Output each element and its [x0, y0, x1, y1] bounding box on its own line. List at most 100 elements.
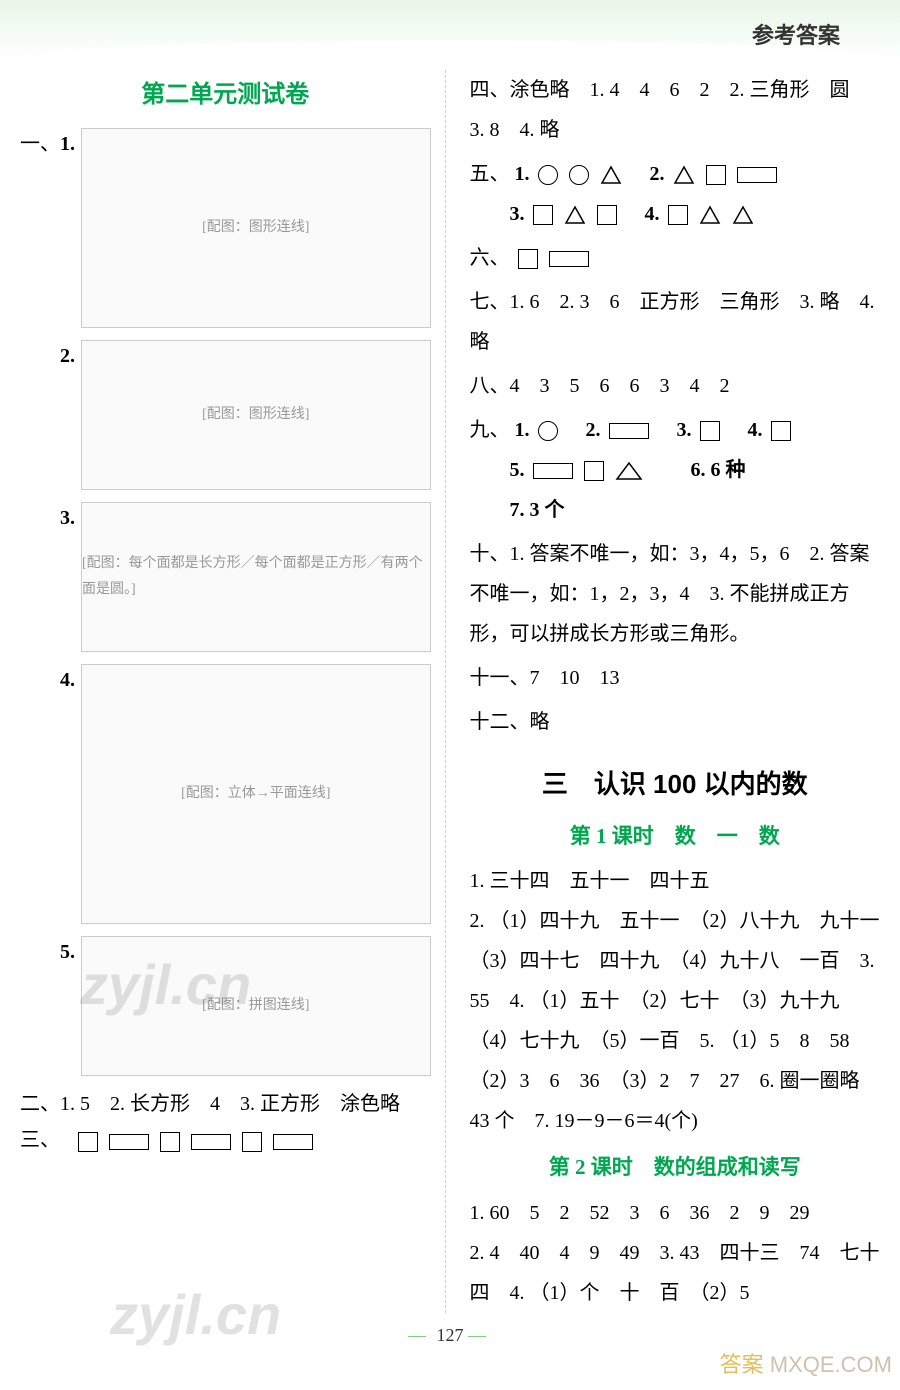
r4-body: 四、涂色略 1. 4 4 6 2 2. 三角形 圆 3. 8 4. 略 [470, 70, 881, 150]
square-icon [771, 421, 791, 441]
rectangle-icon [191, 1134, 231, 1150]
header-label: 参考答案 [752, 18, 840, 53]
triangle-icon [732, 205, 754, 225]
r11: 十一、7 10 13 [470, 658, 881, 698]
q1-2-num: 2. [20, 340, 75, 372]
circle-icon [569, 165, 589, 185]
q1-5-num: 5. [20, 936, 75, 968]
lesson2-body: 1. 60 5 2 52 3 6 36 2 9 292. 4 40 4 9 49… [470, 1193, 881, 1313]
lesson1-body: 1. 三十四 五十一 四十五2. （1）四十九 五十一 （2）八十九 九十一 （… [470, 861, 881, 1141]
q1-num: 一、1. [20, 128, 75, 160]
r5-4: 4. [645, 203, 660, 225]
r7-body: 七、1. 6 2. 3 6 正方形 三角形 3. 略 4. 略 [470, 282, 881, 362]
r8: 八、4 3 5 6 6 3 4 2 [470, 366, 881, 406]
unit-title: 第二单元测试卷 [20, 76, 431, 114]
r11-body: 十一、7 10 13 [470, 658, 881, 698]
square-icon [533, 205, 553, 225]
section3-title: 三 认识 100 以内的数 [470, 764, 881, 806]
r9-1: 1. [515, 419, 530, 441]
q1-2: 2. [配图：图形连线] [20, 340, 431, 498]
q1-4: 4. [配图：立体→平面连线] [20, 664, 431, 932]
triangle-icon [600, 165, 622, 185]
square-icon [706, 165, 726, 185]
rectangle-icon [273, 1134, 313, 1150]
rectangle-icon [737, 167, 777, 183]
square-icon [668, 205, 688, 225]
q1-5: 5. [配图：拼图连线] [20, 936, 431, 1084]
r9-4: 4. [748, 419, 763, 441]
q1-body: [配图：图形连线] [81, 128, 431, 336]
q1-5-body: [配图：拼图连线] [81, 936, 431, 1084]
square-icon [160, 1132, 180, 1152]
header-band: 参考答案 [0, 0, 900, 60]
rectangle-icon [609, 423, 649, 439]
placeholder-text: [配图：每个面都是长方形／每个面都是正方形／有两个面是圆。] [82, 551, 430, 604]
r5-3: 3. [510, 203, 525, 225]
q1-4-body: [配图：立体→平面连线] [81, 664, 431, 932]
q1-3-num: 3. [20, 502, 75, 534]
triangle-icon [673, 165, 695, 185]
r5-body: 五、 1. 2. 3. 4. [470, 154, 881, 234]
placeholder-text: [配图：拼图连线] [202, 993, 309, 1020]
r6: 六、 [470, 238, 881, 278]
q1-diagram-5: [配图：拼图连线] [81, 936, 431, 1076]
r10-body: 十、1. 答案不唯一，如：3，4，5，6 2. 答案不唯一，如：1，2，3，4 … [470, 534, 881, 654]
r9-2: 2. [586, 419, 601, 441]
corner-pre: 答案 [720, 1352, 764, 1377]
square-icon [700, 421, 720, 441]
triangle-icon [699, 205, 721, 225]
r8-body: 八、4 3 5 6 6 3 4 2 [470, 366, 881, 406]
r9-3: 3. [677, 419, 692, 441]
q3-prefix: 三、 [20, 1124, 70, 1156]
r5-1: 1. [515, 163, 530, 185]
square-icon [597, 205, 617, 225]
r5-2: 2. [650, 163, 665, 185]
r5-prefix: 五、 [470, 163, 510, 185]
q1-diagram-4: [配图：立体→平面连线] [81, 664, 431, 924]
triangle-icon [564, 205, 586, 225]
q1-3-body: [配图：每个面都是长方形／每个面都是正方形／有两个面是圆。] [81, 502, 431, 660]
rectangle-icon [549, 251, 589, 267]
r9-7: 7. 3 个 [510, 499, 565, 521]
rectangle-icon [109, 1134, 149, 1150]
r9-5: 5. [510, 459, 525, 481]
r9: 九、 1. 2. 3. 4. 5. 6. 6 种 7. 3 个 [470, 410, 881, 530]
square-icon [242, 1132, 262, 1152]
lesson2-text: 1. 60 5 2 52 3 6 36 2 9 292. 4 40 4 9 49… [470, 1202, 880, 1304]
lesson1-title: 第 1 课时 数 一 数 [470, 820, 881, 854]
r12-body: 十二、略 [470, 702, 881, 742]
q1: 一、1. [配图：图形连线] [20, 128, 431, 336]
q1-2-body: [配图：图形连线] [81, 340, 431, 498]
dash-icon: — [468, 1325, 492, 1345]
r4-text: 涂色略 1. 4 4 6 2 2. 三角形 圆 3. 8 4. 略 [470, 79, 870, 141]
q1-diagram-3: [配图：每个面都是长方形／每个面都是正方形／有两个面是圆。] [81, 502, 431, 652]
right-column: 四、涂色略 1. 4 4 6 2 2. 三角形 圆 3. 8 4. 略 五、 1… [456, 70, 881, 1313]
left-column: 第二单元测试卷 一、1. [配图：图形连线] 2. [配图：图形连线] 3. [ [20, 70, 446, 1313]
page-number: — 127 — [0, 1321, 900, 1350]
placeholder-text: [配图：图形连线] [202, 215, 309, 242]
rectangle-icon [533, 463, 573, 479]
r9-body: 九、 1. 2. 3. 4. 5. 6. 6 种 7. 3 个 [470, 410, 881, 530]
r5: 五、 1. 2. 3. 4. [470, 154, 881, 234]
circle-icon [538, 421, 558, 441]
r10: 十、1. 答案不唯一，如：3，4，5，6 2. 答案不唯一，如：1，2，3，4 … [470, 534, 881, 654]
square-icon [78, 1132, 98, 1152]
placeholder-text: [配图：图形连线] [202, 402, 309, 429]
corner-watermark: 答案 MXQE.COM [720, 1347, 892, 1382]
q1-4-num: 4. [20, 664, 75, 696]
q2-text: 二、1. 5 2. 长方形 4 3. 正方形 涂色略 [20, 1093, 400, 1115]
lesson1-text: 1. 三十四 五十一 四十五2. （1）四十九 五十一 （2）八十九 九十一 （… [470, 870, 900, 1132]
circle-icon [538, 165, 558, 185]
r9-6: 6. 6 种 [691, 459, 746, 481]
lesson2-title: 第 2 课时 数的组成和读写 [470, 1151, 881, 1185]
corner-text: MXQE.COM [770, 1352, 892, 1377]
q2: 二、1. 5 2. 长方形 4 3. 正方形 涂色略 [20, 1088, 431, 1120]
q3: 三、 [20, 1124, 431, 1156]
r4: 四、涂色略 1. 4 4 6 2 2. 三角形 圆 3. 8 4. 略 [470, 70, 881, 150]
r9-prefix: 九、 [470, 419, 510, 441]
r4-prefix: 四、 [470, 79, 510, 101]
square-icon [518, 249, 538, 269]
q1-diagram-2: [配图：图形连线] [81, 340, 431, 490]
r12: 十二、略 [470, 702, 881, 742]
dash-icon: — [408, 1325, 432, 1345]
